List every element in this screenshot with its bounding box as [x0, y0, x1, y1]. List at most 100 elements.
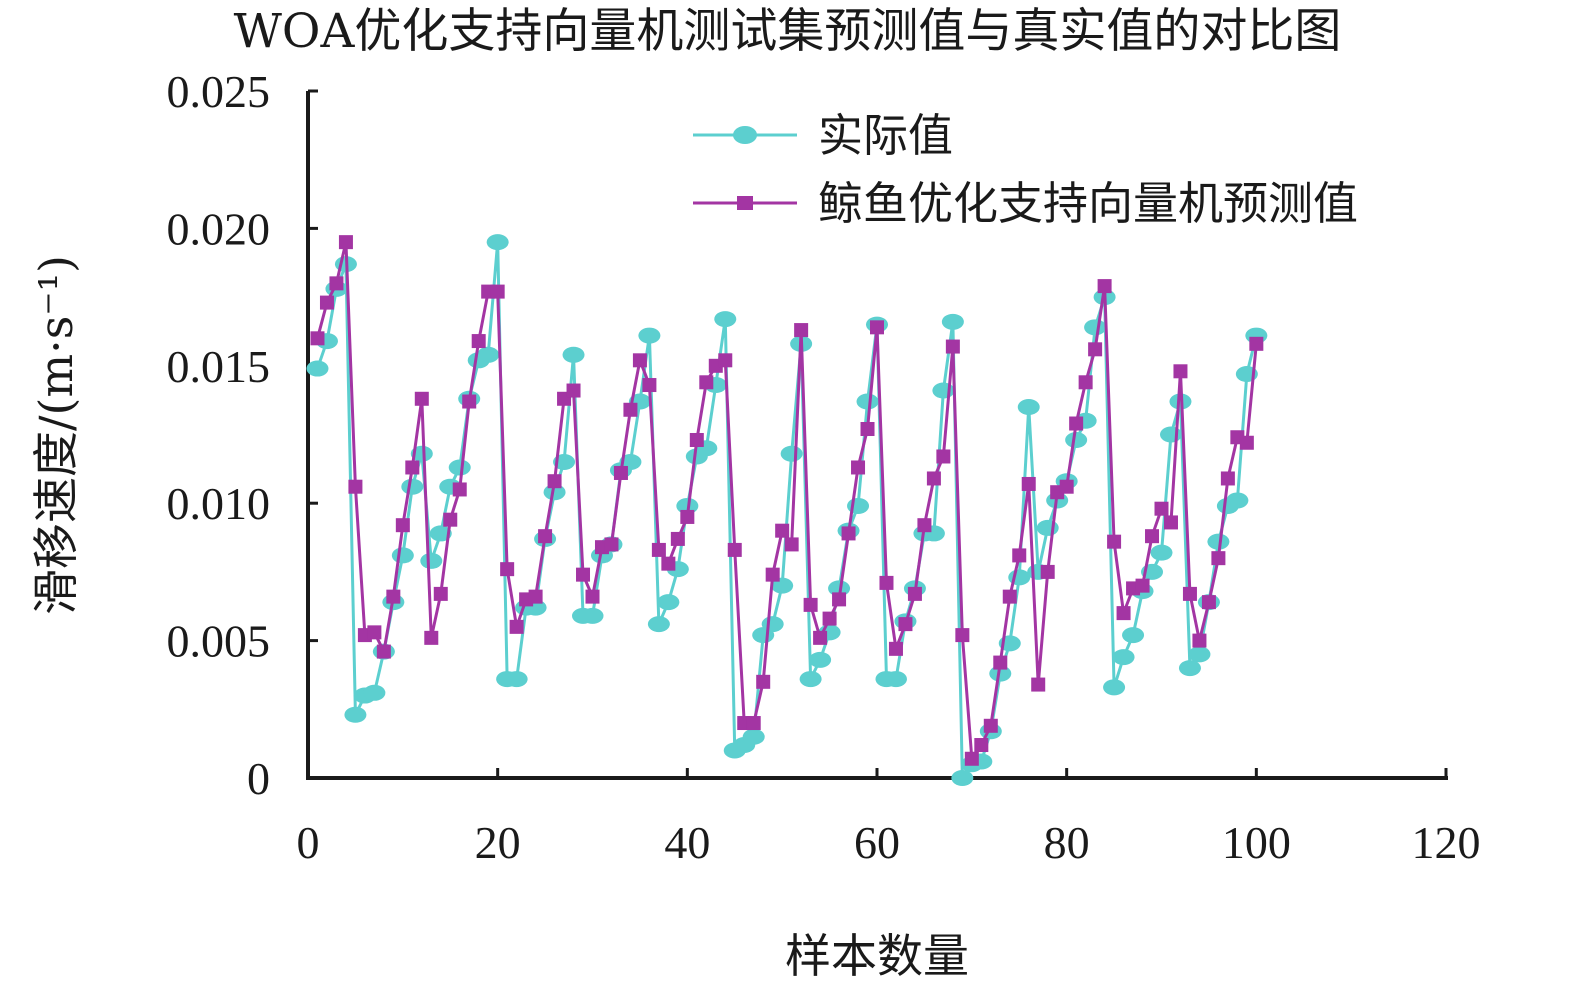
data-point [1188, 646, 1211, 663]
data-point [784, 537, 799, 552]
data-point [647, 616, 670, 633]
data-point [424, 630, 439, 645]
data-point [1084, 319, 1107, 336]
data-point [689, 432, 704, 447]
data-point [1097, 279, 1112, 294]
data-point [851, 460, 866, 475]
data-point [917, 518, 932, 533]
data-point [651, 542, 666, 557]
legend: 实际值 鲸鱼优化支持向量机预测值 [693, 109, 1358, 230]
data-point [1182, 586, 1197, 601]
data-point [780, 445, 803, 462]
data-point [1078, 375, 1093, 390]
data-point [386, 589, 401, 604]
data-point [429, 525, 452, 542]
data-point [1036, 519, 1059, 536]
data-point [462, 394, 477, 409]
data-point [993, 655, 1008, 670]
data-point [1163, 515, 1178, 530]
data-point [1201, 595, 1216, 610]
data-point [888, 641, 903, 656]
series-line [316, 240, 1258, 780]
data-point [1069, 416, 1084, 431]
y-tick-label: 0.010 [167, 478, 271, 529]
data-point [714, 311, 737, 328]
data-point [1112, 649, 1135, 666]
data-point [1159, 426, 1182, 443]
data-point [1040, 564, 1055, 579]
data-point [319, 295, 334, 310]
data-point [879, 575, 894, 590]
x-tick-label: 120 [1412, 817, 1481, 868]
data-point [955, 628, 970, 643]
data-point [1103, 679, 1126, 696]
data-point [803, 597, 818, 612]
data-point [1192, 633, 1207, 648]
data-point [613, 465, 628, 480]
x-tick-label: 40 [664, 817, 710, 868]
x-ticks: 0 20 40 60 80 100 120 [297, 768, 1481, 868]
legend-swatch-marker-actual [733, 126, 757, 144]
data-point [433, 586, 448, 601]
data-point [1116, 606, 1131, 621]
data-point [699, 375, 714, 390]
data-point [1059, 479, 1074, 494]
data-point [657, 594, 680, 611]
data-point [1211, 551, 1226, 566]
data-point [576, 567, 591, 582]
data-point [528, 589, 543, 604]
x-tick-label: 80 [1044, 817, 1090, 868]
data-point [405, 460, 420, 475]
y-tick-label: 0.005 [167, 616, 271, 667]
data-point [410, 445, 433, 462]
data-point [799, 671, 822, 688]
data-point [1012, 548, 1027, 563]
data-point [486, 234, 509, 251]
x-tick-label: 20 [475, 817, 521, 868]
data-point [1017, 399, 1040, 416]
series-predicted [310, 235, 1264, 766]
data-point [500, 562, 515, 577]
data-point [670, 531, 685, 546]
data-point [414, 391, 429, 406]
data-point [742, 728, 765, 745]
data-point [945, 339, 960, 354]
data-point [832, 592, 847, 607]
data-point [1002, 589, 1017, 604]
data-point [1122, 627, 1145, 644]
data-point [306, 360, 329, 377]
data-point [348, 479, 363, 494]
data-point [926, 471, 941, 486]
data-point [964, 751, 979, 766]
data-point [585, 589, 600, 604]
y-ticks: 0 0.005 0.010 0.015 0.020 0.025 [167, 66, 318, 804]
data-point [1173, 364, 1188, 379]
data-point [765, 567, 780, 582]
data-point [471, 334, 486, 349]
data-point [932, 382, 955, 399]
data-point [547, 474, 562, 489]
x-tick-label: 100 [1222, 817, 1291, 868]
data-point [329, 276, 344, 291]
data-point [718, 353, 733, 368]
data-point [727, 542, 742, 557]
data-point [1226, 492, 1249, 509]
legend-label-predicted: 鲸鱼优化支持向量机预测值 [818, 177, 1358, 230]
data-point [951, 770, 974, 786]
data-point [983, 718, 998, 733]
data-point [680, 509, 695, 524]
y-tick-label: 0.020 [167, 203, 271, 254]
data-point [344, 706, 367, 723]
data-point [581, 607, 604, 624]
data-point [391, 547, 414, 564]
data-point [1021, 476, 1036, 491]
data-point [860, 422, 875, 437]
data-point [794, 323, 809, 338]
data-point [936, 449, 951, 464]
data-point [761, 616, 784, 633]
data-point [756, 674, 771, 689]
data-point [974, 738, 989, 753]
data-point [941, 313, 964, 330]
data-point [1107, 534, 1122, 549]
